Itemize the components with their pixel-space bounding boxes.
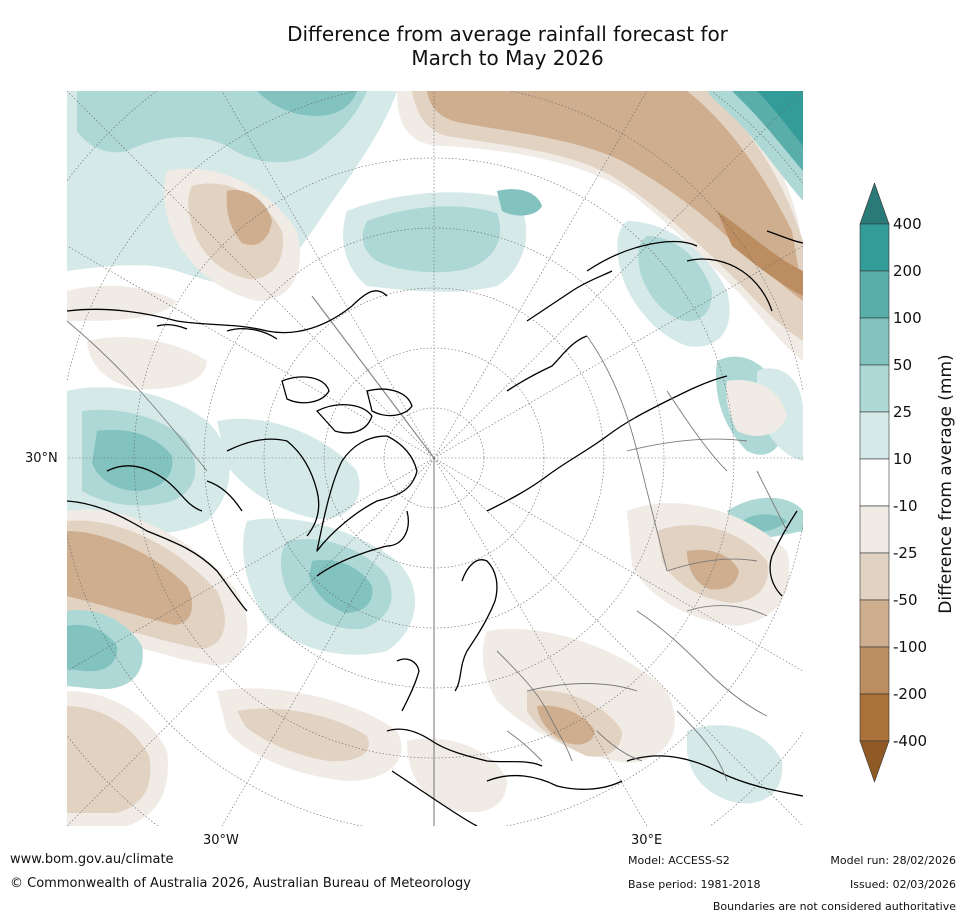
colorbar-tick-label: 100 (893, 309, 922, 327)
anomaly-region (217, 418, 360, 520)
colorbar-cell (859, 458, 890, 507)
copyright-text: © Commonwealth of Australia 2026, Austra… (10, 876, 471, 891)
chart-title: Difference from average rainfall forecas… (200, 22, 815, 70)
title-line-2: March to May 2026 (411, 46, 604, 70)
anomaly-region (497, 189, 542, 216)
colorbar-cell (859, 646, 890, 695)
rainfall-anomaly-map (67, 91, 803, 826)
anomaly-region (726, 380, 787, 436)
colorbar-cell (859, 317, 890, 366)
colorbar-cell (859, 599, 890, 648)
colorbar-tick-label: 50 (893, 356, 913, 374)
colorbar-tick-label: -10 (893, 497, 918, 515)
colorbar-cell (859, 693, 890, 742)
anomaly-region (309, 559, 373, 613)
colorbar-tick-label: -400 (893, 732, 928, 750)
colorbar-tick-label: 10 (893, 450, 913, 468)
colorbar-tick-label: -100 (893, 638, 928, 656)
anomaly-region (427, 91, 803, 301)
colorbar-cell (859, 411, 890, 460)
anomaly-region (67, 285, 177, 321)
colorbar-tick-label: -200 (893, 685, 928, 703)
lon-label-30w: 30°W (203, 833, 239, 848)
anomaly-region (92, 429, 173, 491)
website-link[interactable]: www.bom.gov.au/climate (10, 852, 174, 867)
anomaly-region (407, 738, 507, 813)
anomaly-region (67, 531, 193, 625)
anomaly-region (237, 708, 369, 762)
colorbar-tick-label: -50 (893, 591, 918, 609)
colorbar-tick-label: 400 (893, 215, 922, 233)
colorbar (859, 183, 890, 783)
colorbar-cell (859, 364, 890, 413)
title-line-1: Difference from average rainfall forecas… (287, 22, 728, 46)
colorbar-tick-label: -25 (893, 544, 918, 562)
base-period-text: Base period: 1981-2018 (628, 878, 761, 891)
issued-text: Issued: 02/03/2026 (849, 878, 956, 891)
colorbar-cell (859, 223, 890, 272)
anomaly-region (226, 190, 272, 245)
colorbar-cell (859, 552, 890, 601)
anomaly-region (717, 211, 803, 296)
lat-label-30n: 30°N (25, 451, 58, 466)
coastlines (67, 230, 803, 826)
colorbar-arrow-top (859, 183, 890, 225)
colorbar-tick-label: 25 (893, 403, 913, 421)
colorbar-cell (859, 505, 890, 554)
anomaly-region (757, 91, 803, 146)
anomaly-region (537, 705, 595, 745)
colorbar-arrow-bottom (859, 740, 890, 783)
model-run-text: Model run: 28/02/2026 (830, 854, 956, 867)
colorbar-tick-label: 200 (893, 262, 922, 280)
colorbar-title: Difference from average (mm) (936, 354, 956, 614)
anomaly-region (67, 706, 151, 813)
anomaly-region (687, 725, 783, 804)
colorbar-cell (859, 270, 890, 319)
anomaly-region (362, 206, 501, 273)
anomaly-region (87, 337, 207, 390)
borders (67, 320, 788, 782)
anomaly-region (482, 629, 675, 763)
anomaly-region (67, 624, 118, 672)
anomaly-region (638, 236, 712, 322)
dateline-segment (311, 295, 435, 459)
model-text: Model: ACCESS-S2 (628, 854, 730, 867)
lon-label-30e: 30°E (631, 833, 663, 848)
disclaimer-text: Boundaries are not considered authoritat… (712, 900, 956, 913)
